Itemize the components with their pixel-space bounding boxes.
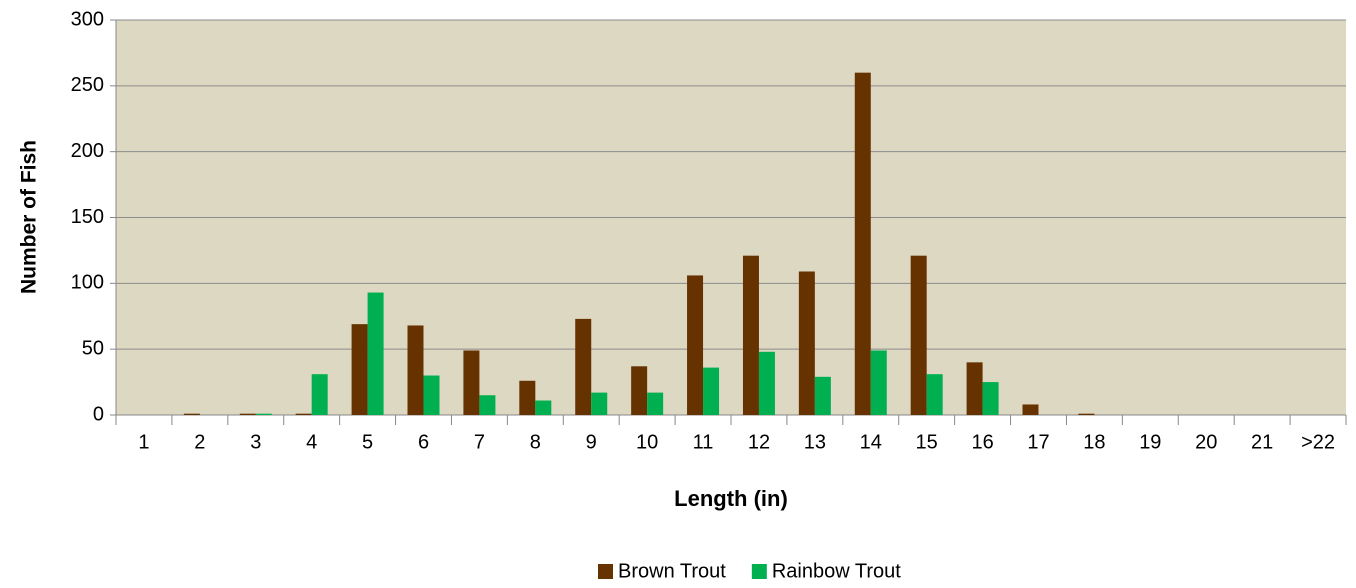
bar <box>535 400 552 415</box>
y-tick-label: 0 <box>93 403 104 425</box>
y-tick-label: 50 <box>82 337 104 359</box>
bar <box>910 255 927 415</box>
bar <box>295 413 312 415</box>
x-tick-label: 15 <box>916 431 938 453</box>
bar <box>575 318 592 415</box>
bar <box>183 413 200 415</box>
x-tick-label: 2 <box>194 431 205 453</box>
x-tick-label: 12 <box>748 431 770 453</box>
x-tick-label: 14 <box>860 431 882 453</box>
x-tick-label: 8 <box>530 431 541 453</box>
x-tick-label: 4 <box>306 431 317 453</box>
bar <box>742 255 759 415</box>
legend-swatch <box>751 564 767 579</box>
x-tick-label: 3 <box>250 431 261 453</box>
bar <box>854 72 871 416</box>
legend-label: Brown Trout <box>618 560 726 582</box>
bar <box>631 366 648 415</box>
x-axis-label: Length (in) <box>674 486 788 511</box>
bar <box>703 367 720 415</box>
bar <box>758 351 775 415</box>
y-tick-label: 200 <box>71 140 104 162</box>
legend-label: Rainbow Trout <box>772 560 901 582</box>
x-tick-label: 19 <box>1139 431 1161 453</box>
bar <box>479 395 496 415</box>
x-tick-label: 18 <box>1083 431 1105 453</box>
x-tick-label: 11 <box>693 431 714 453</box>
y-tick-label: 300 <box>71 8 104 30</box>
bar <box>351 324 368 415</box>
x-tick-label: 21 <box>1251 431 1273 453</box>
bar <box>463 350 480 415</box>
bar <box>926 374 943 415</box>
x-tick-label: 9 <box>586 431 597 453</box>
x-tick-label: 7 <box>474 431 485 453</box>
x-tick-label: 20 <box>1195 431 1217 453</box>
x-tick-label: 1 <box>138 431 149 453</box>
x-tick-label: 5 <box>362 431 373 453</box>
x-tick-label: 10 <box>636 431 658 453</box>
bar <box>519 380 536 415</box>
bar <box>687 275 704 415</box>
bar <box>367 292 384 415</box>
legend-swatch <box>598 564 613 579</box>
x-tick-label: >22 <box>1301 431 1335 453</box>
bar <box>647 392 664 415</box>
y-tick-label: 100 <box>71 272 104 294</box>
bar <box>423 375 440 415</box>
bar <box>966 362 983 415</box>
bar <box>1022 404 1039 415</box>
bar <box>870 350 887 415</box>
x-tick-label: 17 <box>1027 431 1049 453</box>
x-tick-label: 6 <box>418 431 429 453</box>
y-axis-label: Number of Fish <box>18 140 41 294</box>
bar <box>255 413 272 415</box>
bar <box>814 376 831 415</box>
y-tick-label: 250 <box>71 74 104 96</box>
x-tick-label: 16 <box>971 431 993 453</box>
bar <box>591 392 608 415</box>
bar <box>1078 413 1095 415</box>
bar <box>311 374 328 415</box>
bar <box>982 382 999 415</box>
bar <box>407 325 424 415</box>
bar <box>239 413 256 415</box>
bar <box>798 271 815 415</box>
x-tick-label: 13 <box>804 431 826 453</box>
y-tick-label: 150 <box>71 206 104 228</box>
